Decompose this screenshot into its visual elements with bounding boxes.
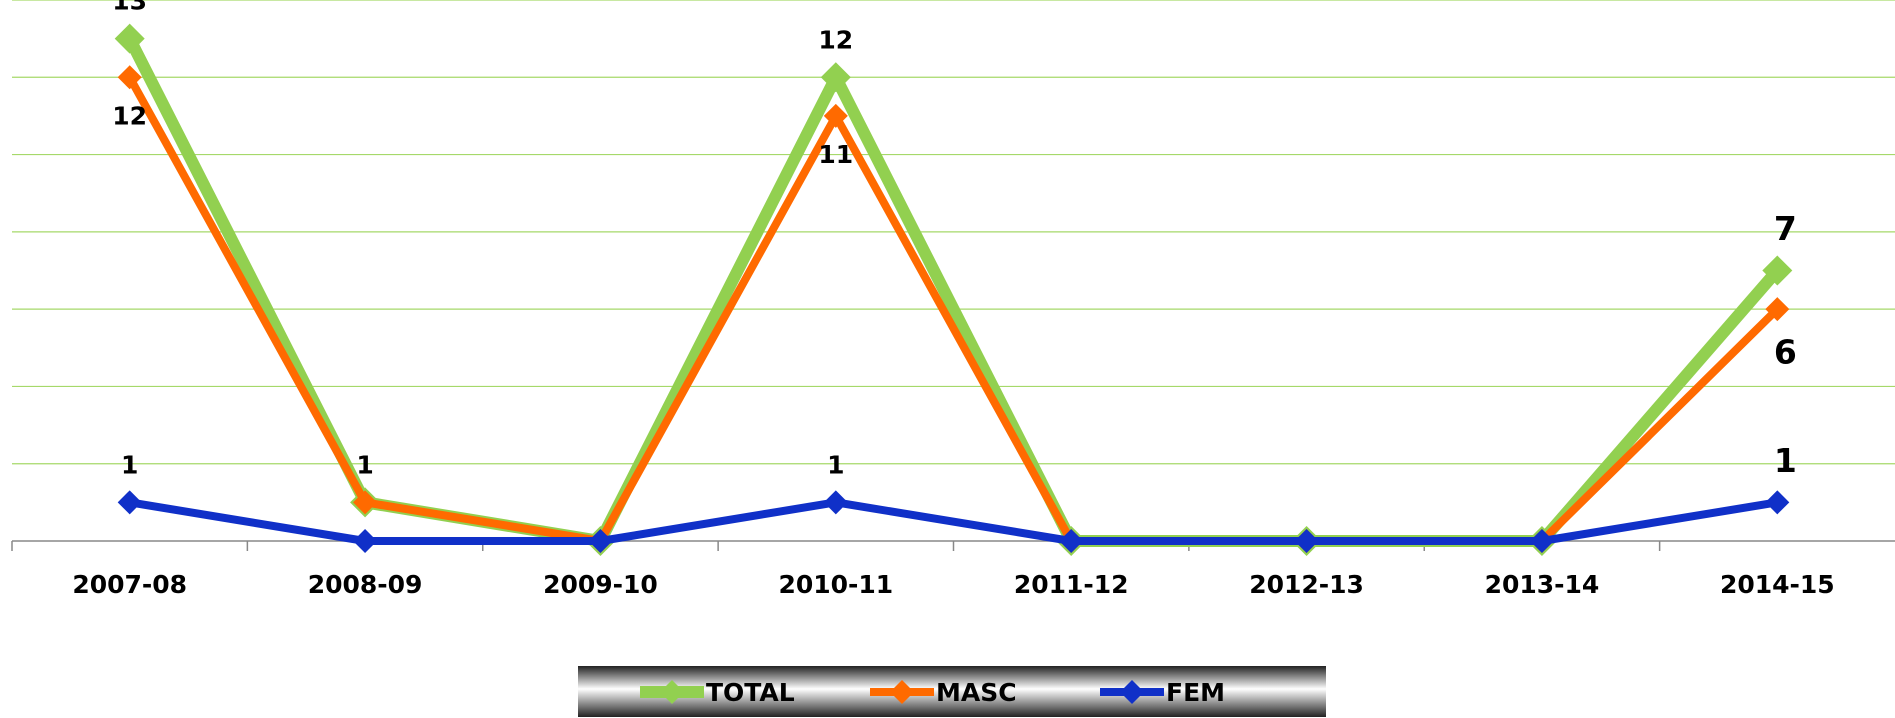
data-label: 7 [1774, 209, 1797, 248]
series-line [129, 498, 1778, 545]
legend-marker [660, 680, 684, 704]
marker [1294, 529, 1319, 553]
x-tick-label: 2012-13 [1249, 570, 1364, 599]
data-label: 1 [356, 450, 373, 479]
legend-label: TOTAL [706, 678, 795, 707]
x-tick-label: 2013-14 [1485, 570, 1600, 599]
data-label: 1 [121, 450, 138, 479]
marker [1762, 255, 1793, 286]
marker [1765, 490, 1790, 515]
marker [588, 529, 613, 553]
data-label: 12 [112, 101, 147, 130]
marker [823, 103, 848, 128]
x-tick-label: 2010-11 [778, 570, 893, 599]
marker [1529, 529, 1554, 553]
data-label: 1 [1774, 441, 1797, 480]
marker [353, 529, 378, 553]
legend-label: FEM [1166, 678, 1225, 707]
legend-marker [890, 680, 914, 704]
marker [114, 23, 145, 54]
data-label: 13 [112, 0, 147, 16]
legend-label: MASC [936, 678, 1017, 707]
marker [820, 62, 851, 93]
x-tick-label: 2007-08 [72, 570, 187, 599]
data-label: 12 [818, 25, 853, 54]
marker [1059, 529, 1084, 553]
x-tick-label: 2009-10 [543, 570, 658, 599]
marker [823, 490, 848, 515]
legend-marker [1120, 680, 1144, 704]
marker [1765, 297, 1790, 322]
marker [117, 65, 142, 90]
data-label: 1 [827, 450, 844, 479]
series-line [124, 35, 1782, 547]
data-label: 6 [1774, 333, 1797, 372]
x-tick-label: 2014-15 [1720, 570, 1835, 599]
marker [117, 490, 142, 515]
x-tick-label: 2011-12 [1014, 570, 1129, 599]
data-label: 11 [818, 140, 853, 169]
x-tick-label: 2008-09 [308, 570, 423, 599]
marker [353, 490, 378, 515]
